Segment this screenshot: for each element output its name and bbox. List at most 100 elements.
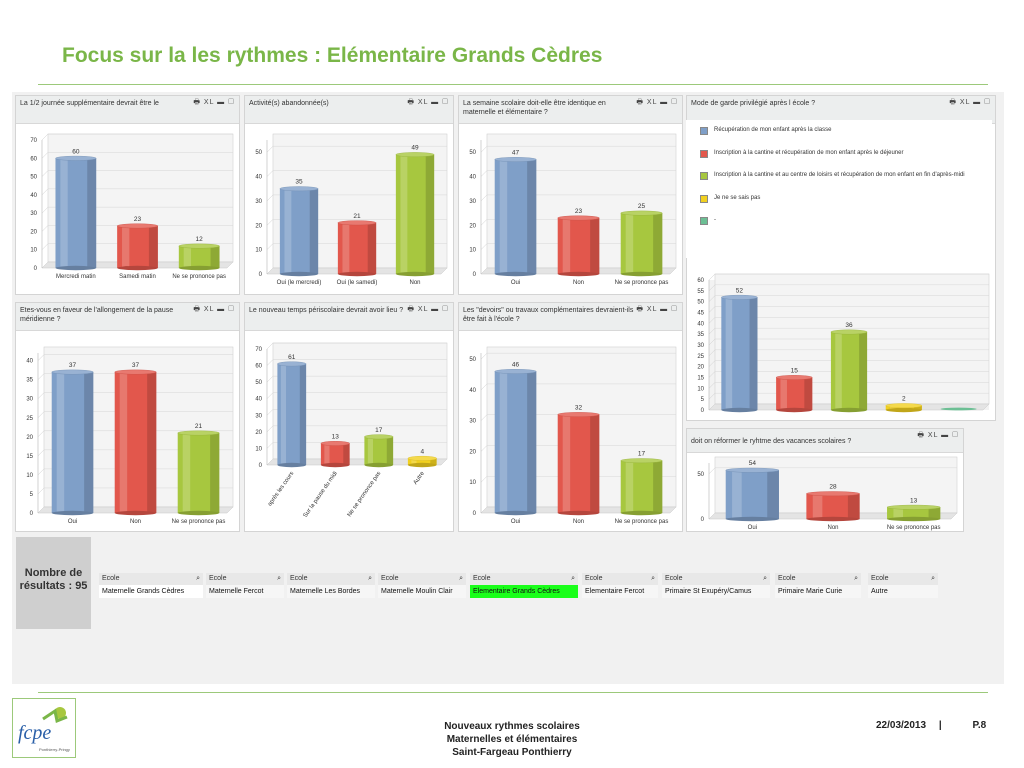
selector-value[interactable]: Maternelle Les Bordes — [287, 585, 375, 598]
bar-shadow — [527, 371, 537, 513]
panel-header: La semaine scolaire doit-elle être ident… — [459, 96, 682, 124]
bar[interactable] — [885, 403, 923, 413]
bar[interactable] — [620, 458, 663, 516]
school-selector-primaire-marie-curie[interactable]: Ecole ⌕ Primaire Marie Curie — [775, 573, 861, 600]
bar[interactable] — [114, 369, 157, 516]
bar[interactable] — [806, 491, 860, 522]
search-icon[interactable]: ⌕ — [571, 575, 575, 582]
bar[interactable] — [886, 504, 941, 522]
bar[interactable] — [116, 223, 159, 271]
school-selector-maternelle-fercot[interactable]: Ecole ⌕ Maternelle Fercot — [206, 573, 284, 600]
selector-value[interactable]: Elementaire Fercot — [582, 585, 658, 598]
bar[interactable] — [494, 157, 537, 277]
search-icon[interactable]: ⌕ — [763, 575, 767, 582]
y-tick-label: 10 — [255, 248, 262, 254]
search-icon[interactable]: ⌕ — [651, 575, 655, 582]
selector-header: Ecole ⌕ — [287, 573, 375, 585]
school-selector-autre[interactable]: Ecole ⌕ Autre — [868, 573, 938, 600]
panel-controls[interactable]: 🖶 XL ▬ ▢ — [407, 99, 449, 106]
x-tick-label: Oui — [511, 280, 520, 286]
data-label: 12 — [196, 236, 204, 243]
bar[interactable] — [940, 407, 977, 411]
search-icon[interactable]: ⌕ — [854, 575, 858, 582]
bar-highlight — [119, 372, 128, 513]
school-selector-maternelle-grands-cedres[interactable]: Ecole ⌕ Maternelle Grands Cèdres — [99, 573, 203, 600]
bar-top — [55, 155, 97, 161]
panel-controls[interactable]: 🖶 XL ▬ ▢ — [917, 432, 959, 439]
y-tick-label: 10 — [255, 446, 262, 452]
panel-title: Etes-vous en faveur de l'allongement de … — [20, 307, 174, 323]
bar[interactable] — [55, 155, 97, 271]
selector-value[interactable]: Maternelle Fercot — [206, 585, 284, 598]
chart-panel-pause-meridienne: Etes-vous en faveur de l'allongement de … — [15, 302, 240, 532]
bar[interactable] — [177, 430, 220, 516]
bar-base — [721, 407, 758, 413]
bar[interactable] — [725, 467, 780, 522]
bar[interactable] — [620, 210, 663, 277]
y-tick-label: 40 — [697, 321, 704, 327]
bar[interactable] — [557, 412, 600, 516]
data-label: 32 — [575, 405, 583, 412]
selector-header-label: Ecole — [102, 575, 120, 582]
bar[interactable] — [337, 220, 377, 277]
y-tick-label: 70 — [30, 138, 37, 144]
bar[interactable] — [494, 369, 537, 516]
search-icon[interactable]: ⌕ — [368, 575, 372, 582]
bar[interactable] — [721, 294, 758, 413]
gridline-diag — [480, 383, 488, 391]
panel-controls[interactable]: 🖶 XL ▬ ▢ — [636, 306, 678, 313]
x-tick-label: Ne se prononce pas — [172, 274, 226, 280]
bar-shadow — [309, 188, 319, 274]
legend-label: Je ne se sais pas — [714, 194, 761, 201]
bar[interactable] — [830, 329, 868, 413]
school-selector-primaire-st-exupery[interactable]: Ecole ⌕ Primaire St Exupéry/Camus — [662, 573, 770, 600]
selector-value[interactable]: Autre — [868, 585, 938, 598]
gridline-diag — [41, 206, 49, 214]
panel-controls[interactable]: 🖶 XL ▬ ▢ — [193, 306, 235, 313]
data-label: 37 — [132, 362, 140, 369]
bar[interactable] — [51, 369, 94, 516]
bar-top — [620, 210, 663, 216]
search-icon[interactable]: ⌕ — [196, 575, 200, 582]
panel-controls[interactable]: 🖶 XL ▬ ▢ — [949, 99, 991, 106]
gridline-diag — [41, 133, 49, 141]
gridline-diag — [37, 430, 45, 437]
bar-base — [557, 271, 600, 277]
search-icon[interactable]: ⌕ — [931, 575, 935, 582]
search-icon[interactable]: ⌕ — [459, 575, 463, 582]
bar[interactable] — [395, 152, 435, 277]
school-selector-elementaire-grands-cedres[interactable]: Ecole ⌕ Elementaire Grands Cèdres — [470, 573, 578, 600]
gridline-diag — [708, 306, 716, 313]
bar-top — [806, 491, 860, 497]
gridline-diag — [266, 146, 274, 153]
bar[interactable] — [320, 441, 350, 468]
chart-panel-demi-journee: La 1/2 journée supplémentaire devrait êt… — [15, 95, 240, 295]
bar-shadow — [590, 414, 600, 513]
school-selector-elementaire-fercot[interactable]: Ecole ⌕ Elementaire Fercot — [582, 573, 658, 600]
selector-value[interactable]: Maternelle Moulin Clair — [378, 585, 466, 598]
bar[interactable] — [775, 375, 813, 413]
school-selector-maternelle-moulin-clair[interactable]: Ecole ⌕ Maternelle Moulin Clair — [378, 573, 466, 600]
y-tick-label: 55 — [697, 289, 704, 295]
search-icon[interactable]: ⌕ — [277, 575, 281, 582]
selector-value[interactable]: Primaire St Exupéry/Camus — [662, 585, 770, 598]
selector-value[interactable]: Primaire Marie Curie — [775, 585, 861, 598]
bar[interactable] — [279, 186, 319, 277]
bar[interactable] — [407, 455, 437, 468]
bar[interactable] — [178, 243, 220, 271]
bar-top — [721, 294, 758, 300]
bar[interactable] — [557, 215, 600, 277]
y-tick-label: 0 — [30, 511, 34, 517]
bar[interactable] — [277, 361, 307, 468]
y-tick-label: 40 — [255, 397, 262, 403]
panel-controls[interactable]: 🖶 XL ▬ ▢ — [193, 99, 235, 106]
gridline-diag — [708, 295, 716, 302]
bar[interactable] — [364, 434, 394, 468]
y-tick-label: 0 — [473, 511, 477, 517]
school-selector-maternelle-les-bordes[interactable]: Ecole ⌕ Maternelle Les Bordes — [287, 573, 375, 600]
selector-value-selected[interactable]: Elementaire Grands Cèdres — [470, 585, 578, 598]
panel-controls[interactable]: 🖶 XL ▬ ▢ — [636, 99, 678, 106]
selector-value[interactable]: Maternelle Grands Cèdres — [99, 585, 203, 598]
panel-controls[interactable]: 🖶 XL ▬ ▢ — [407, 306, 449, 313]
y-tick-label: 0 — [473, 272, 477, 278]
